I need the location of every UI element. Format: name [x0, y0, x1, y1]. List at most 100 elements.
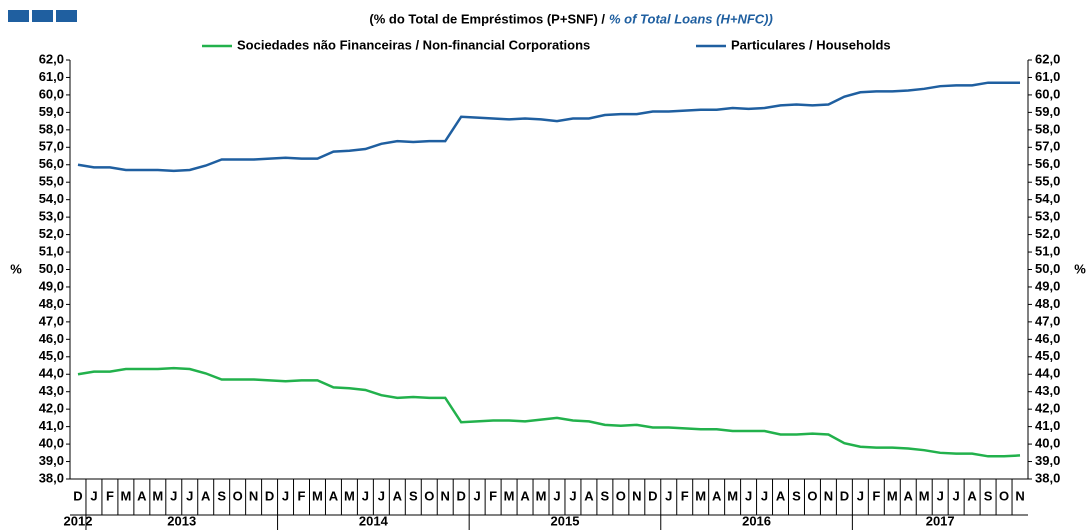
y-tick-label: 44,0 [39, 366, 64, 381]
y2-tick-label: 51,0 [1035, 243, 1060, 258]
chart-title: (% do Total de Empréstimos (P+SNF) / [369, 11, 605, 26]
y2-tick-label: 57,0 [1035, 139, 1060, 154]
x-tick-label: M [344, 488, 355, 503]
y2-tick-label: 54,0 [1035, 191, 1060, 206]
x-tick-label: J [745, 488, 752, 503]
y-axis-label: % [10, 261, 22, 276]
x-tick-label: F [298, 488, 306, 503]
x-tick-label: M [120, 488, 131, 503]
x-tick-label: J [953, 488, 960, 503]
y-tick-label: 60,0 [39, 86, 64, 101]
year-label: 2012 [64, 513, 93, 528]
y-tick-label: 53,0 [39, 209, 64, 224]
y2-tick-label: 46,0 [1035, 331, 1060, 346]
y2-tick-label: 55,0 [1035, 174, 1060, 189]
y-tick-label: 41,0 [39, 418, 64, 433]
x-tick-label: N [249, 488, 258, 503]
x-tick-label: S [601, 488, 610, 503]
y-tick-label: 56,0 [39, 156, 64, 171]
x-tick-label: A [904, 488, 914, 503]
y-tick-label: 61,0 [39, 69, 64, 84]
y2-axis-label: % [1074, 261, 1086, 276]
x-tick-label: A [584, 488, 594, 503]
series-line [77, 81, 1021, 173]
x-tick-label: M [727, 488, 738, 503]
year-label: 2017 [926, 513, 955, 528]
y2-tick-label: 50,0 [1035, 261, 1060, 276]
y-tick-label: 46,0 [39, 331, 64, 346]
x-tick-label: O [616, 488, 626, 503]
year-label: 2015 [551, 513, 580, 528]
x-tick-label: J [474, 488, 481, 503]
y2-tick-label: 47,0 [1035, 313, 1060, 328]
y-tick-label: 47,0 [39, 313, 64, 328]
y2-tick-label: 59,0 [1035, 104, 1060, 119]
legend-label: Sociedades não Financeiras / Non-financi… [237, 37, 590, 52]
x-tick-label: D [73, 488, 82, 503]
logo-block [32, 10, 53, 22]
y2-tick-label: 48,0 [1035, 296, 1060, 311]
y-tick-label: 42,0 [39, 401, 64, 416]
legend-label: Particulares / Households [731, 37, 891, 52]
x-tick-label: S [409, 488, 418, 503]
x-tick-label: F [106, 488, 114, 503]
y-tick-label: 57,0 [39, 139, 64, 154]
x-tick-label: M [887, 488, 898, 503]
y2-tick-label: 61,0 [1035, 69, 1060, 84]
y-tick-label: 62,0 [39, 51, 64, 66]
year-label: 2014 [359, 513, 389, 528]
x-tick-label: A [776, 488, 786, 503]
series-line [77, 366, 1021, 458]
x-tick-label: J [170, 488, 177, 503]
x-tick-label: A [137, 488, 147, 503]
x-tick-label: N [632, 488, 641, 503]
x-tick-label: J [553, 488, 560, 503]
x-tick-label: J [90, 488, 97, 503]
x-tick-label: J [282, 488, 289, 503]
x-tick-label: J [186, 488, 193, 503]
x-tick-label: J [378, 488, 385, 503]
x-tick-label: M [919, 488, 930, 503]
x-tick-label: S [792, 488, 801, 503]
y-tick-label: 55,0 [39, 174, 64, 189]
x-tick-label: A [329, 488, 339, 503]
y-tick-label: 58,0 [39, 121, 64, 136]
y2-tick-label: 56,0 [1035, 156, 1060, 171]
x-tick-label: M [152, 488, 163, 503]
y2-tick-label: 43,0 [1035, 383, 1060, 398]
year-label: 2016 [742, 513, 771, 528]
y2-tick-label: 62,0 [1035, 51, 1060, 66]
y-tick-label: 52,0 [39, 226, 64, 241]
y-tick-label: 48,0 [39, 296, 64, 311]
y2-tick-label: 49,0 [1035, 278, 1060, 293]
x-tick-label: D [840, 488, 849, 503]
x-tick-label: A [393, 488, 403, 503]
x-tick-label: M [504, 488, 515, 503]
y2-tick-label: 58,0 [1035, 121, 1060, 136]
year-label: 2013 [167, 513, 196, 528]
x-tick-label: J [362, 488, 369, 503]
x-tick-label: A [712, 488, 722, 503]
y2-tick-label: 53,0 [1035, 209, 1060, 224]
y2-tick-label: 40,0 [1035, 436, 1060, 451]
y-tick-label: 49,0 [39, 278, 64, 293]
y-tick-label: 54,0 [39, 191, 64, 206]
logo-block [56, 10, 77, 22]
x-tick-label: D [265, 488, 274, 503]
y-tick-label: 59,0 [39, 104, 64, 119]
y-tick-label: 50,0 [39, 261, 64, 276]
y-tick-label: 40,0 [39, 436, 64, 451]
x-tick-label: D [456, 488, 465, 503]
y2-tick-label: 42,0 [1035, 401, 1060, 416]
x-tick-label: O [807, 488, 817, 503]
x-tick-label: S [984, 488, 993, 503]
x-tick-label: O [999, 488, 1009, 503]
x-tick-label: M [695, 488, 706, 503]
x-tick-label: J [569, 488, 576, 503]
x-tick-label: F [489, 488, 497, 503]
y2-tick-label: 38,0 [1035, 470, 1060, 485]
chart-subtitle: % of Total Loans (H+NFC)) [609, 11, 773, 26]
y-tick-label: 45,0 [39, 348, 64, 363]
x-tick-label: N [824, 488, 833, 503]
